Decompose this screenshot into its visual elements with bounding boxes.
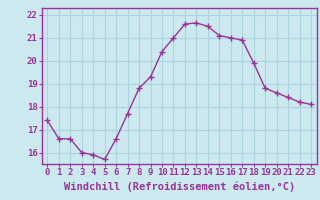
X-axis label: Windchill (Refroidissement éolien,°C): Windchill (Refroidissement éolien,°C) <box>64 181 295 192</box>
